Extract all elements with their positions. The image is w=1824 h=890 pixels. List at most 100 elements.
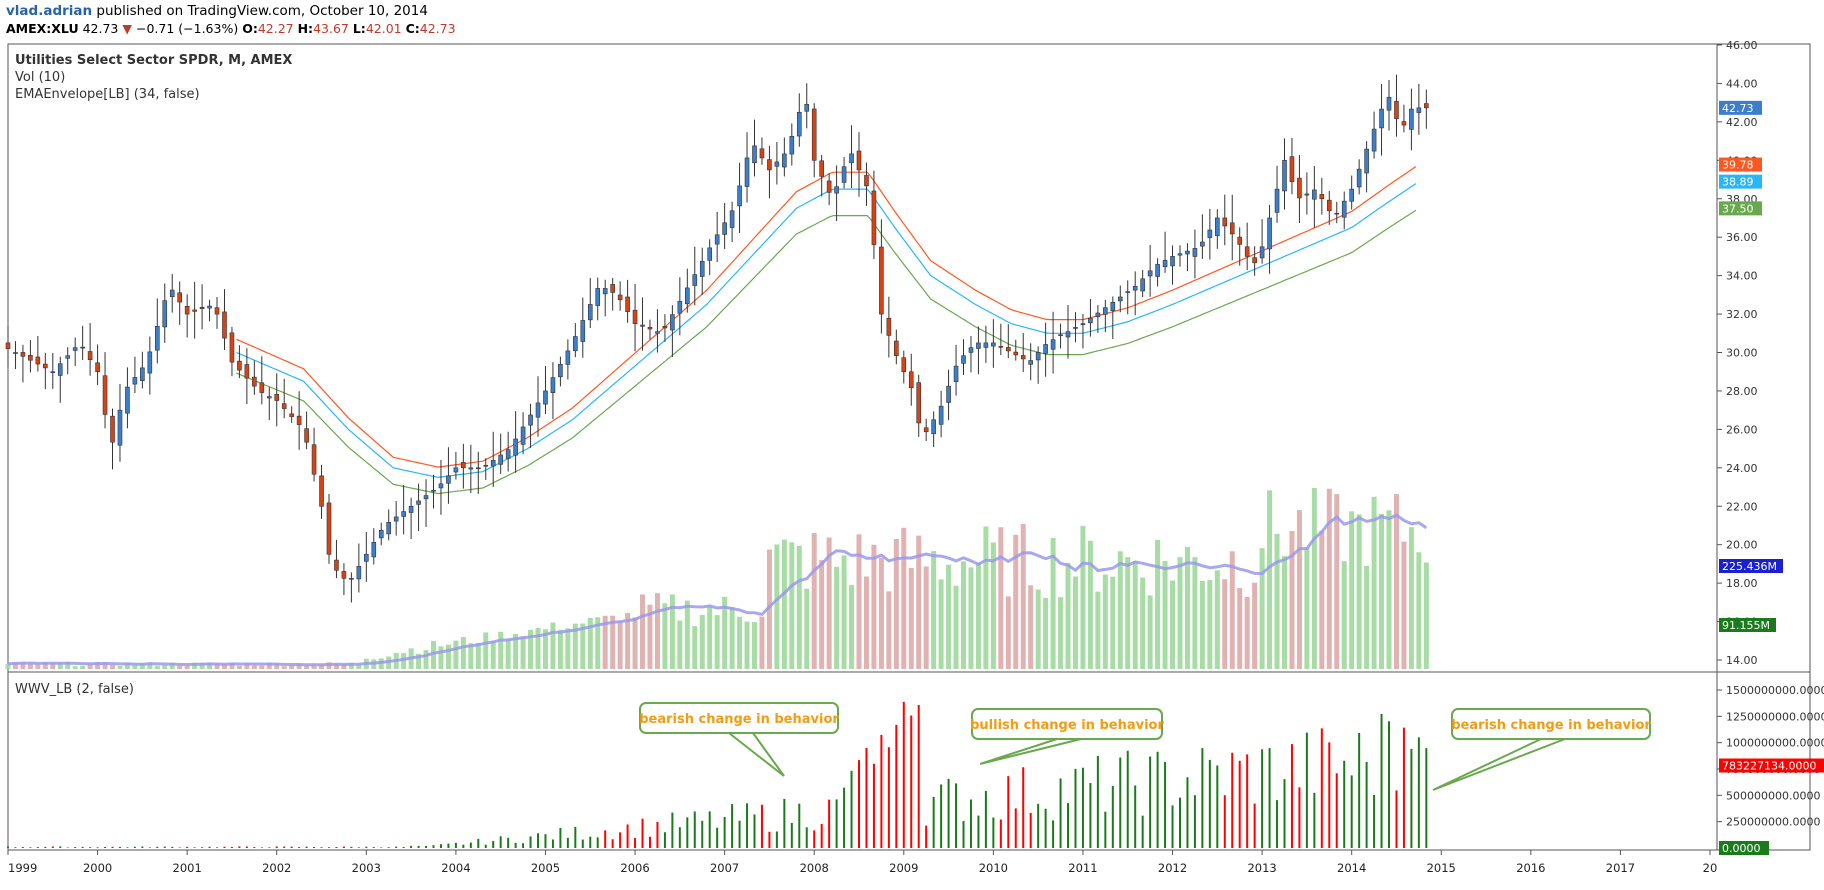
wwv-histogram <box>7 701 1428 848</box>
wwv-tick-label: 1500000000.0000 <box>1726 684 1824 697</box>
volume-bar <box>304 665 310 669</box>
volume-bar <box>1147 595 1153 669</box>
candle-body <box>274 393 280 401</box>
volume-bar <box>1005 596 1011 669</box>
candle-body <box>916 382 922 424</box>
callout-box <box>971 708 1163 740</box>
wwv-tick-label: 1250000000.0000 <box>1726 710 1824 723</box>
price-tag <box>1719 157 1762 172</box>
candle-body <box>461 462 466 469</box>
candle-body <box>528 414 533 426</box>
candle-body <box>177 292 182 303</box>
candle-body <box>1110 302 1116 311</box>
volume-bar <box>1132 561 1138 669</box>
candle-body <box>140 367 145 381</box>
volume-bar <box>1162 561 1168 669</box>
volume-bar <box>953 585 959 669</box>
candle-body <box>1409 108 1414 130</box>
volume-bar <box>214 664 220 669</box>
legend-title: Utilities Select Sector SPDR, M, AMEX <box>15 53 292 68</box>
ema-envelope <box>236 166 1417 495</box>
volume-bar <box>722 596 728 669</box>
author-link[interactable]: vlad.adrian <box>6 3 93 19</box>
candle-body <box>543 390 548 405</box>
legend-volume: Vol (10) <box>15 70 65 85</box>
volume-bar <box>80 665 86 669</box>
candle-body <box>1252 257 1257 264</box>
candle-body <box>483 464 489 467</box>
volume-bar <box>692 626 698 669</box>
candle-body <box>714 234 720 245</box>
candle-body <box>505 449 511 459</box>
candle-body <box>856 150 862 171</box>
volume-bar <box>95 662 101 669</box>
candle-body <box>229 332 235 363</box>
volume-bar <box>1155 539 1161 669</box>
candle-body <box>1304 193 1310 196</box>
candle-body <box>1050 339 1056 350</box>
price-tick-label: 14.00 <box>1726 654 1758 667</box>
volume-bar <box>192 662 198 669</box>
candle-body <box>961 355 966 364</box>
volume-bar <box>1043 597 1049 669</box>
volume-bar <box>431 640 436 669</box>
candle-body <box>1349 188 1354 202</box>
candle-body <box>1379 108 1384 129</box>
wwv-tick-label: 1000000000.0000 <box>1726 737 1824 750</box>
time-tick-label: 2017 <box>1606 861 1635 875</box>
volume-bar <box>542 629 548 669</box>
price-tag-label: 225.436M <box>1722 560 1777 573</box>
price-tags: 42.73 39.78 38.89 37.50 225.436M 91.155M 78322… <box>1719 100 1824 855</box>
volume-bar <box>572 623 578 669</box>
volume-bar <box>1110 576 1116 669</box>
candle-body <box>968 347 974 353</box>
candle-body <box>625 296 630 312</box>
volume-bar <box>893 539 899 669</box>
time-tick-label: 2004 <box>441 861 470 875</box>
price-tag <box>1719 174 1762 189</box>
chart-frame <box>7 43 1811 851</box>
candle-body <box>281 403 287 409</box>
volume-bar <box>886 591 892 669</box>
callout-pointer <box>979 738 1082 765</box>
candle-body <box>662 326 668 329</box>
candle-body <box>1013 351 1019 356</box>
candle-body <box>1200 241 1205 247</box>
candle-body <box>1080 323 1086 325</box>
candle-body <box>1274 188 1280 213</box>
price-tag <box>1719 618 1776 632</box>
volume-bar <box>1237 588 1243 669</box>
candle-body <box>580 320 586 342</box>
volume-bar <box>57 663 63 669</box>
volume-bar <box>632 617 638 669</box>
volume-bar <box>610 615 616 669</box>
volume-bar <box>27 663 33 669</box>
axes: 46.0044.0042.0040.0038.0036.0034.0032.00… <box>7 39 1824 875</box>
candle-body <box>259 382 265 393</box>
candle-body <box>1058 334 1063 337</box>
candle-body <box>998 346 1004 348</box>
low-label: L: <box>352 21 366 36</box>
volume-bar <box>677 620 683 669</box>
candle-body <box>386 521 392 535</box>
candle-body <box>826 180 832 193</box>
candle-body <box>871 190 877 245</box>
open-value: 42.27 <box>257 21 294 36</box>
volume-bar <box>177 665 183 669</box>
candle-body <box>789 135 795 155</box>
time-tick-label: 2008 <box>800 861 829 875</box>
volume-bar <box>1304 548 1310 669</box>
volume-bar <box>244 663 250 669</box>
volume-bar <box>72 666 78 669</box>
candle-body <box>95 362 100 373</box>
candle-body <box>266 396 272 399</box>
volume-bar <box>714 615 720 669</box>
volume-bar <box>498 631 504 669</box>
volume-bar <box>281 666 287 669</box>
chart-header: vlad.adrian published on TradingView.com… <box>0 0 1824 42</box>
volume-bar <box>1058 597 1064 669</box>
volume-bar <box>1408 527 1414 669</box>
volume-bar <box>423 650 429 669</box>
candle-body <box>1005 347 1011 352</box>
